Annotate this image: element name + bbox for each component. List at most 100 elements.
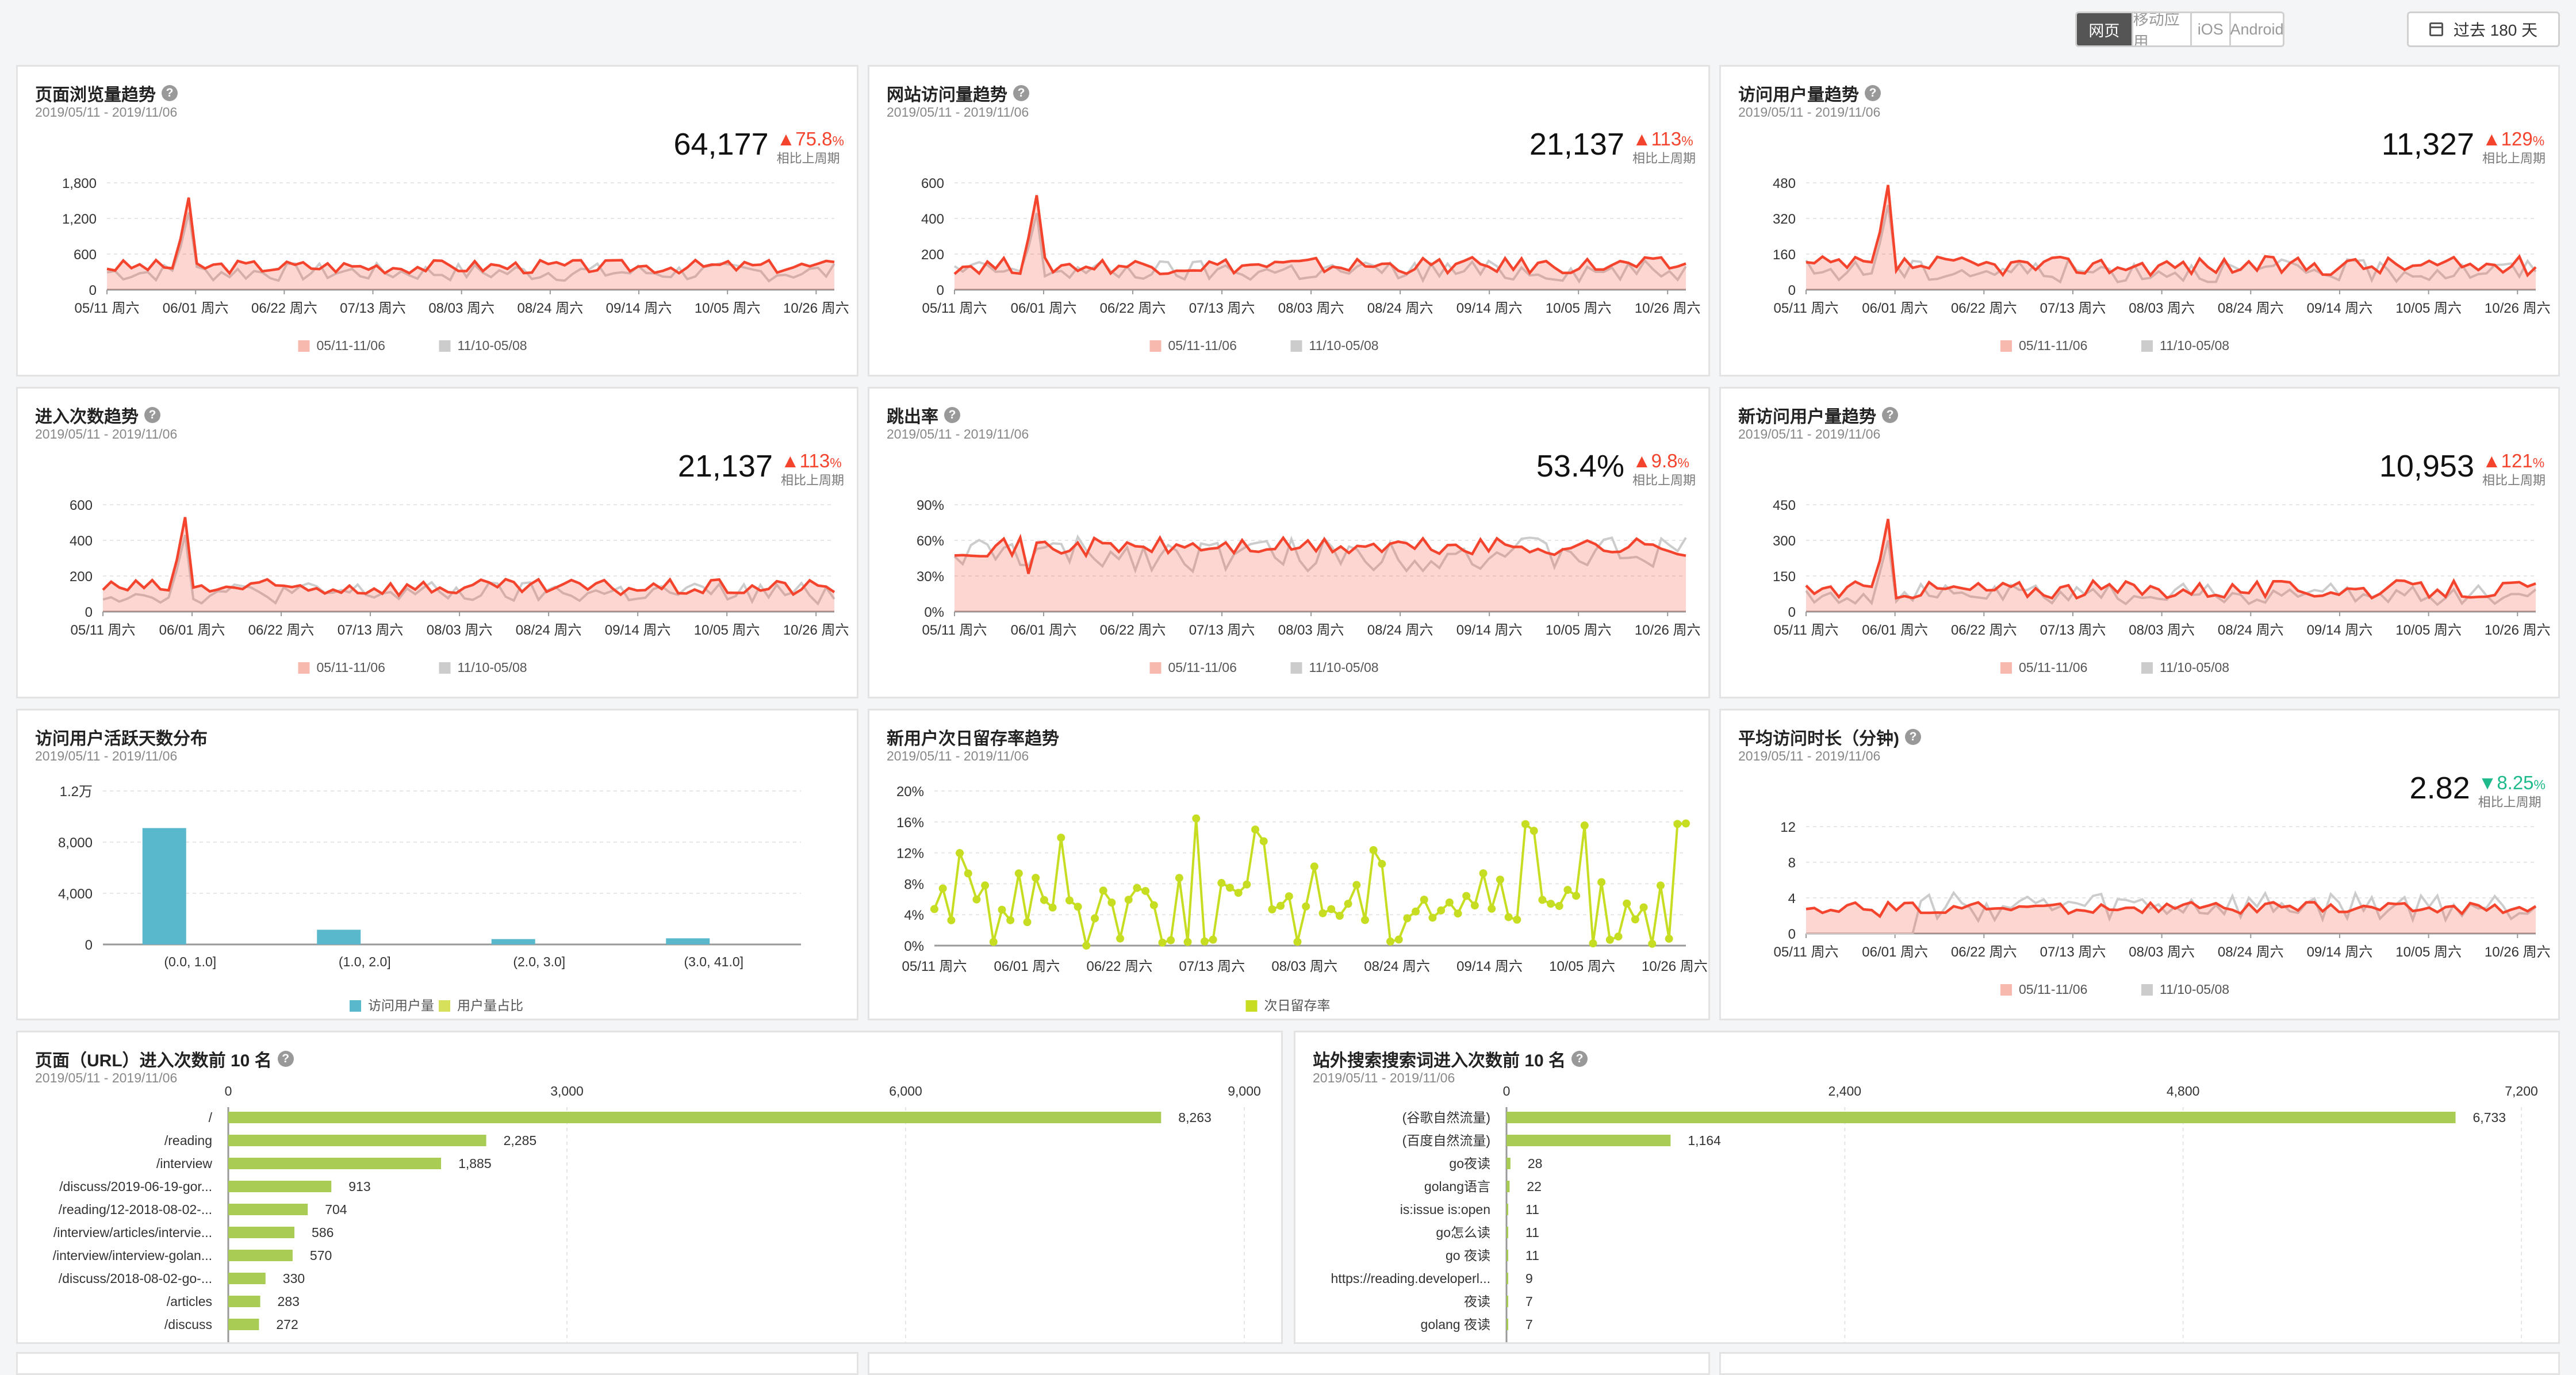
x-tick-label: 08/03 周六 <box>1278 623 1344 638</box>
legend-swatch <box>2141 340 2153 352</box>
bar <box>1506 1158 1511 1169</box>
bar <box>1506 1319 1508 1330</box>
retention-point <box>1428 913 1437 922</box>
value-label: 22 <box>1527 1179 1542 1194</box>
x-tick-label: 06/22 周六 <box>1951 944 2017 960</box>
help-icon[interactable]: ? <box>1571 1051 1588 1067</box>
retention-point <box>1065 896 1074 905</box>
y-tick-label: 0 <box>85 605 93 620</box>
x-tick-label: (0.0, 1.0] <box>164 954 216 969</box>
help-icon[interactable]: ? <box>1865 85 1881 101</box>
y-tick-label: 1.2万 <box>60 784 93 800</box>
date-range-label: 过去 180 天 <box>2453 21 2538 39</box>
series-area-current <box>1806 518 2536 612</box>
help-icon[interactable]: ? <box>162 85 178 101</box>
legend-swatch <box>439 340 451 352</box>
help-icon[interactable]: ? <box>944 407 960 423</box>
panel-bounce-rate: 跳出率? 2019/05/11 - 2019/11/06 53.4% ▲9.8%… <box>868 387 1710 698</box>
x-tick-label: 08/24 周六 <box>517 301 583 316</box>
category-label: /discuss/2018-08-02-go-... <box>59 1271 212 1286</box>
kpi-value: 11,327 <box>2381 127 2474 162</box>
retention-point <box>1605 935 1614 944</box>
category-label: /discuss <box>164 1317 212 1332</box>
kpi-value: 2.82 <box>2409 771 2470 805</box>
y-tick-label: 450 <box>1773 498 1796 513</box>
x-tick-label: 05/11 周六 <box>1774 623 1839 638</box>
y-tick-label: 0 <box>1788 605 1796 620</box>
help-icon[interactable]: ? <box>144 407 160 423</box>
x-tick-label: 06/01 周六 <box>1011 301 1077 316</box>
legend-swatch <box>1149 340 1162 352</box>
series-line-current <box>1805 518 2536 600</box>
help-icon[interactable]: ? <box>277 1051 294 1067</box>
help-icon[interactable]: ? <box>1013 85 1029 101</box>
panel-title: 新访问用户量趋势 <box>1738 408 1876 427</box>
kpi-compare-label: 相比上周期 <box>2482 473 2546 487</box>
panel-retention: 新用户次日留存率趋势 2019/05/11 - 2019/11/06 0% 4% 8… <box>868 709 1710 1020</box>
help-icon[interactable]: ? <box>1905 729 1921 745</box>
retention-point <box>998 905 1006 914</box>
series-line-previous <box>1805 540 2537 606</box>
tab-android[interactable]: Android <box>2230 20 2284 38</box>
x-tick-label: 08/24 周六 <box>516 623 582 638</box>
x-tick-label: 06/22 周六 <box>1951 301 2017 316</box>
bar <box>1506 1112 2456 1123</box>
kpi-value: 21,137 <box>1529 127 1624 162</box>
value-label: 7 <box>1525 1294 1533 1309</box>
tab-web[interactable]: 网页 <box>2077 13 2133 45</box>
panel-new-users-trend: 新访问用户量趋势? 2019/05/11 - 2019/11/06 10,953… <box>1719 387 2560 698</box>
x-tick-label: 3,000 <box>550 1084 584 1099</box>
tab-ios[interactable]: iOS <box>2192 13 2231 45</box>
kpi-value: 10,953 <box>2379 449 2474 483</box>
panel-users-trend: 访问用户量趋势? 2019/05/11 - 2019/11/06 11,327 … <box>1719 65 2560 377</box>
x-tick-label: 06/01 周六 <box>1862 944 1928 960</box>
series-line-current <box>953 195 1686 276</box>
y-tick-label: 600 <box>921 176 944 191</box>
y-tick-label: 300 <box>1773 533 1796 549</box>
series-line-current <box>1805 185 2537 278</box>
x-tick-label: 09/14 周六 <box>2307 623 2373 638</box>
series-line-previous <box>1805 205 2537 284</box>
help-icon[interactable]: ? <box>1882 407 1898 423</box>
y-tick-label: 160 <box>1773 247 1796 263</box>
panel-entries-trend: 进入次数趋势? 2019/05/11 - 2019/11/06 21,137 ▲… <box>16 387 858 698</box>
x-tick-label: 10/05 周六 <box>1546 623 1612 638</box>
retention-point <box>1158 938 1167 947</box>
panel-title: 页面浏览量趋势 <box>35 86 156 105</box>
kpi-change: ▼8.25% <box>2478 773 2546 795</box>
category-label: (百度自然流量) <box>1402 1133 1490 1148</box>
y-tick-label: 1,800 <box>62 176 97 191</box>
retention-point <box>1310 862 1318 871</box>
x-tick-label: 0 <box>1503 1084 1511 1099</box>
tab-mobile-app[interactable]: 移动应用 <box>2133 13 2192 45</box>
kpi-change-unit: % <box>830 455 842 470</box>
category-label: /interview/articles/intervie... <box>53 1225 212 1240</box>
retention-point <box>1243 880 1251 889</box>
y-tick-label: 0 <box>1788 927 1796 942</box>
y-tick-label: 8 <box>1788 855 1796 871</box>
kpi-compare-label: 相比上周期 <box>2482 151 2546 166</box>
y-tick-label: 8,000 <box>58 835 93 851</box>
x-tick-label: 07/13 周六 <box>2040 301 2106 316</box>
x-tick-label: (1.0, 2.0] <box>339 954 391 969</box>
bar <box>228 1135 486 1146</box>
x-tick-label: 09/14 周六 <box>605 623 671 638</box>
x-tick-label: 06/22 周六 <box>1100 623 1166 638</box>
category-label: /interview <box>156 1156 213 1171</box>
legend-label: 05/11-11/06 <box>317 660 385 675</box>
x-tick-label: 06/22 周六 <box>1951 623 2017 638</box>
x-tick-label: 08/03 周六 <box>2129 944 2195 960</box>
value-label: 1,885 <box>458 1156 492 1171</box>
kpi-change-unit: % <box>1681 133 1693 148</box>
value-label: 570 <box>310 1248 332 1263</box>
x-tick-label: 08/03 周六 <box>428 301 494 316</box>
legend-swatch <box>298 340 310 352</box>
retention-point <box>1513 915 1521 924</box>
retention-point <box>1360 916 1369 924</box>
panel-title: 进入次数趋势 <box>35 408 139 427</box>
x-tick-label: 08/24 周六 <box>2218 944 2284 960</box>
value-label: 9 <box>1525 1271 1533 1286</box>
date-range-button[interactable]: 过去 180 天 <box>2407 11 2560 47</box>
series-line-previous <box>1806 890 2537 935</box>
active-days-bar-chart: 0 4,000 8,000 1.2万 (0.0, 1.0] (1.0, 2.0] (2.0,… <box>58 784 801 1013</box>
